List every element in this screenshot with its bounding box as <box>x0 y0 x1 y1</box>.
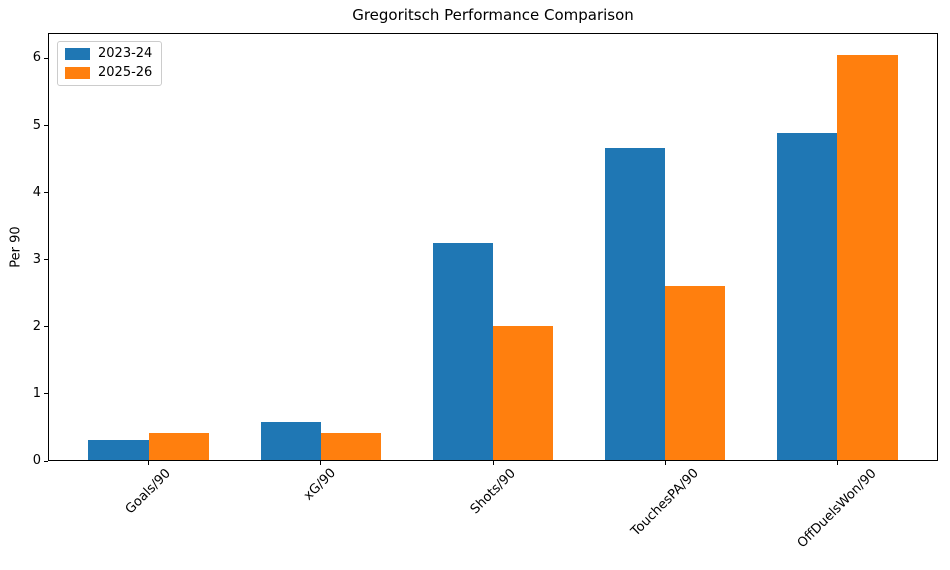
chart-title: Gregoritsch Performance Comparison <box>352 6 634 24</box>
y-tick-mark-0 <box>44 460 48 462</box>
y-tick-label-3: 3 <box>32 251 41 267</box>
x-tick-mark-offduelswon-90 <box>836 461 838 465</box>
bar-2025-26-goals-90 <box>148 433 209 460</box>
x-tick-label-shots-90: Shots/90 <box>467 465 519 518</box>
y-tick-label-2: 2 <box>32 318 41 334</box>
y-tick-label-1: 1 <box>32 385 41 401</box>
bar-2025-26-offduelswon-90 <box>837 55 898 460</box>
y-tick-mark-2 <box>44 326 48 328</box>
x-tick-mark-goals-90 <box>148 461 150 465</box>
x-tick-label-touchespa-90: TouchesPA/90 <box>628 466 702 540</box>
legend-swatch-2025-26 <box>65 67 90 79</box>
x-tick-label-offduelswon-90: OffDuelsWon/90 <box>794 465 880 551</box>
x-tick-label-xg-90: xG/90 <box>301 466 340 505</box>
bar-2023-24-touchespa-90 <box>604 148 666 460</box>
y-tick-mark-3 <box>44 259 48 261</box>
legend-item-2023-24: 2023-24 <box>65 47 152 61</box>
y-tick-mark-6 <box>44 57 48 59</box>
bar-2025-26-xg-90 <box>320 433 382 460</box>
legend-label-2023-24: 2023-24 <box>98 46 153 61</box>
x-tick-mark-xg-90 <box>320 461 322 465</box>
bars-layer <box>49 34 937 460</box>
plot-area: 2023-24 2025-26 <box>48 33 938 461</box>
x-tick-mark-touchespa-90 <box>664 461 666 465</box>
bar-2023-24-goals-90 <box>88 439 149 460</box>
legend-swatch-2023-24 <box>65 48 90 60</box>
y-tick-label-6: 6 <box>32 50 41 66</box>
x-tick-mark-shots-90 <box>492 461 494 465</box>
legend-item-2025-26: 2025-26 <box>65 66 152 80</box>
y-tick-mark-1 <box>44 393 48 395</box>
bar-2025-26-touchespa-90 <box>665 285 726 460</box>
y-tick-label-5: 5 <box>32 117 41 133</box>
y-tick-label-4: 4 <box>32 184 41 200</box>
y-tick-label-0: 0 <box>32 453 41 468</box>
legend: 2023-24 2025-26 <box>57 41 163 86</box>
legend-label-2025-26: 2025-26 <box>98 65 153 80</box>
bar-2023-24-xg-90 <box>260 421 321 460</box>
y-tick-mark-5 <box>44 125 48 127</box>
y-tick-mark-4 <box>44 192 48 194</box>
bar-2023-24-offduelswon-90 <box>777 133 838 460</box>
bar-2025-26-shots-90 <box>493 325 554 460</box>
x-tick-label-goals-90: Goals/90 <box>122 465 175 518</box>
bar-2023-24-shots-90 <box>432 243 493 460</box>
